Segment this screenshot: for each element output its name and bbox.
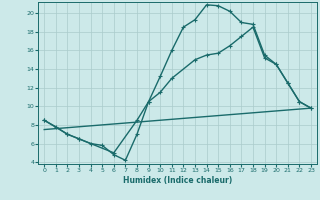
X-axis label: Humidex (Indice chaleur): Humidex (Indice chaleur) (123, 176, 232, 185)
